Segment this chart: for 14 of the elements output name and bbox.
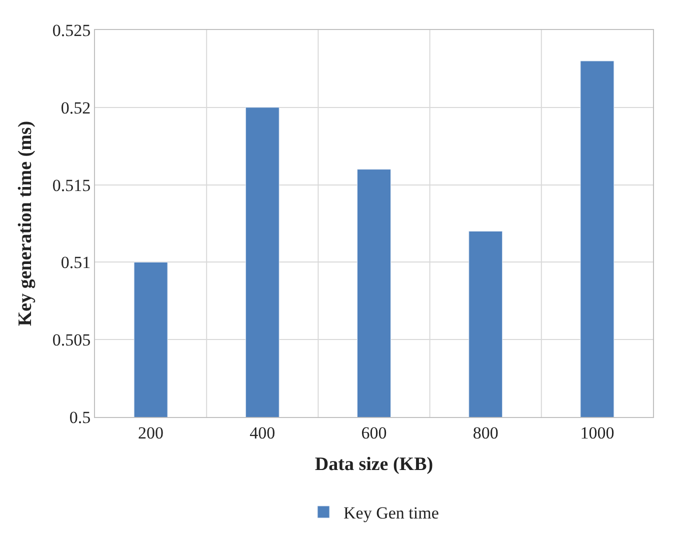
y-tick-label: 0.5 <box>69 408 91 427</box>
y-tick-label: 0.51 <box>60 253 91 272</box>
x-tick-label: 400 <box>250 423 276 442</box>
x-tick-label: 800 <box>472 423 498 442</box>
y-tick-label: 0.52 <box>60 98 91 118</box>
y-tick-label: 0.525 <box>52 20 91 40</box>
x-tick-label: 1000 <box>580 423 614 442</box>
y-axis-title: Key generation time (ms) <box>15 120 36 326</box>
x-tick-label: 600 <box>361 423 387 442</box>
legend-label: Key Gen time <box>344 504 439 523</box>
x-tick-label: 200 <box>138 423 164 442</box>
y-tick-label: 0.505 <box>52 330 91 350</box>
y-tick-label: 0.515 <box>52 176 91 195</box>
x-axis-title: Data size (KB) <box>314 454 434 476</box>
